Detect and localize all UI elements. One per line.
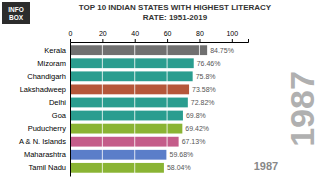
data-labels: 58.04% 59.68% 67.13% 69.42% 69.8% 72.82% 73.58… [167,47,234,172]
category-label: Maharashtra [24,150,67,159]
year-watermark: 1987 [283,71,320,147]
tick: Maharashtra [24,150,67,159]
tick: 0 [69,30,73,42]
tick: Goa [52,111,67,120]
data-label: 76.46% [197,60,221,67]
tick-mark [135,39,136,42]
tick: 80 [196,30,204,42]
category-label: Lakshadweep [20,85,66,94]
grid-line [167,42,168,176]
title: TOP 10 INDIAN STATES WITH HIGHEST LITERA… [79,3,272,12]
tick: Mizoram [37,59,66,68]
tick: 40 [131,30,139,42]
grid-line [231,42,232,176]
tick-mark [167,39,168,42]
category-label: A & N. Islands [19,137,66,146]
category-label: Puducherry [28,124,67,133]
data-label: 67.13% [182,138,206,145]
data-label: 75.8% [196,73,216,80]
bar [70,84,189,94]
category-label: Mizoram [37,59,66,68]
tick-label: 100 [226,30,238,37]
plot-area [70,42,232,176]
axis-line [71,39,249,43]
tick-label: 20 [99,30,107,37]
tick-mark [199,39,200,42]
tick: A & N. Islands [19,137,66,146]
bar [70,137,179,147]
data-label: 58.04% [167,164,191,171]
logo-text: INFO [8,6,24,13]
category-label: Goa [52,111,67,120]
tick-mark [102,39,103,42]
subtitle: RATE: 1951-2019 [143,13,208,22]
data-label: 69.42% [185,125,209,132]
bar [70,98,188,108]
tick: 20 [99,30,107,42]
tick: Tamil Nadu [28,163,66,172]
tick: Puducherry [28,124,67,133]
data-label: 84.75% [210,47,234,54]
bar [70,58,194,68]
data-label: 69.8% [186,112,206,119]
logo-text: BOX [9,14,24,21]
tick-label: 80 [196,30,204,37]
year-label: 1987 [254,160,278,172]
bar [70,111,183,121]
category-label: Chandigarh [27,72,66,81]
bar [70,163,164,173]
tick-label: 0 [69,30,73,37]
bar [70,150,167,160]
axis-line [70,43,71,177]
data-label: 72.82% [191,99,215,106]
y-axis: Tamil Nadu Maharashtra A & N. Islands Puduc… [19,43,71,177]
bar [70,71,193,81]
tick-label: 40 [131,30,139,37]
tick-mark [70,39,71,42]
logo [2,2,30,24]
bar [70,124,182,134]
data-label: 59.68% [170,151,194,158]
grid-line [70,42,71,176]
tick-mark [232,39,233,42]
category-label: Tamil Nadu [28,163,66,172]
category-label: Delhi [49,98,66,107]
tick: 100 [226,30,238,42]
category-label: Kerala [44,46,67,55]
grid-line [134,42,135,176]
tick: Kerala [44,46,67,55]
chart: TOP 10 INDIAN STATES WITH HIGHEST LITERA… [0,0,320,180]
tick: Chandigarh [27,72,66,81]
tick: 60 [164,30,172,42]
tick: Lakshadweep [20,85,66,94]
x-axis: 0 20 40 60 80 100 [69,30,249,43]
data-label: 73.58% [192,86,216,93]
bar [70,45,207,55]
grid-line [102,42,103,176]
tick-label: 60 [164,30,172,37]
tick: Delhi [49,98,66,107]
